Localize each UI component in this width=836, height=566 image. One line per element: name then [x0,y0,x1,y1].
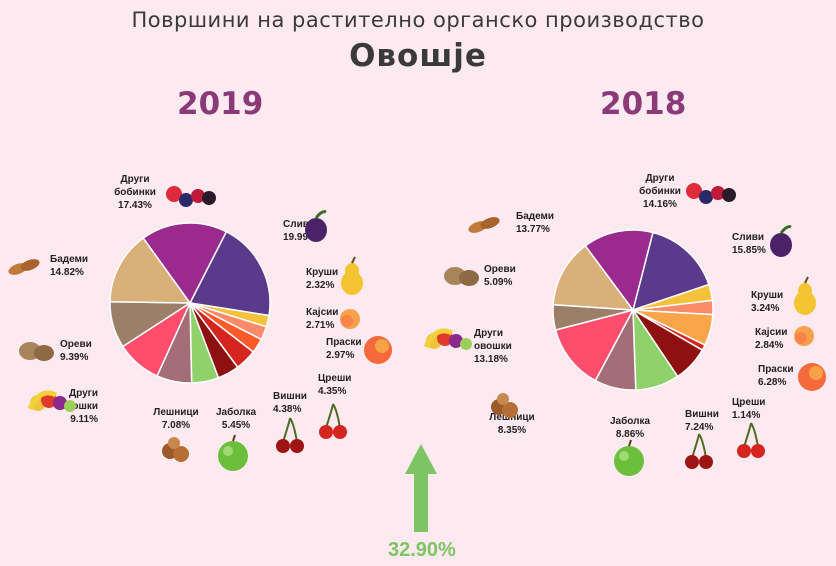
pear-icon [794,276,816,315]
slice-label-праски: Праски 2.97% [326,337,362,361]
slice-value: 6.28% [758,377,786,388]
slice-value: 5.45% [222,420,250,431]
pie-slice-други-овошки [554,308,635,382]
slice-label-кајсии: Кајсии 2.84% [755,327,787,351]
slice-value: 17.43% [118,200,152,211]
slice-value: 13.77% [516,224,550,235]
pie-slice-бадеми [552,244,635,311]
pie-slice-бадеми [109,237,192,304]
slice-value: 15.85% [732,245,766,256]
slice-label-цреши: Цреши 1.14% [732,397,765,421]
pie-slice-сливи [188,230,271,317]
slice-value: 2.84% [755,340,783,351]
change-value: 32.90% [388,539,456,561]
berries-icon [166,186,216,207]
slice-value: 4.38% [273,404,301,415]
berries-icon [686,183,736,204]
slice-label-ореви: Ореви 5.09% [484,264,516,288]
slice-label-бадеми: Бадеми 13.77% [516,211,554,235]
slice-label-кајсии: Кајсии 2.71% [306,307,338,331]
slice-value: 9.11% [70,414,98,425]
peach-icon [798,363,826,391]
slice-value: 14.82% [50,267,84,278]
fruit-basket-icon [423,328,472,350]
slice-value: 9.39% [60,352,88,363]
cherries-icon [737,422,765,458]
slice-value: 2.32% [306,280,334,291]
pie-slice-други-бобинки [142,222,228,305]
slice-label-цреши: Цреши 4.35% [318,373,351,397]
hazelnut-icon [491,393,518,418]
slice-value: 8.86% [616,429,644,440]
apricot-icon [794,326,814,346]
slice-label-други-овошки: Други овошки 9.11% [60,388,98,425]
slice-label-праски: Праски 6.28% [758,364,794,388]
slice-label-други-овошки: Други овошки 13.18% [474,328,512,365]
pie-2018 [552,229,714,391]
slice-value: 2.71% [306,320,334,331]
slice-label-вишни: Вишни 7.24% [685,409,719,433]
peach-icon [364,336,392,364]
slice-value: 2.97% [326,350,354,361]
year-2018-heading: 2018 [600,86,687,122]
slice-label-други-бобинки: Други бобинки 17.43% [114,174,156,211]
plum-icon [770,225,792,257]
almond-icon [8,259,40,275]
page-subtitle: Овошје [349,38,487,74]
slice-label-сливи: Сливи 19.99% [283,219,317,243]
year-2019-heading: 2019 [177,86,264,122]
slice-label-јаболка: Јаболка 5.45% [216,406,257,431]
slice-label-бадеми: Бадеми 14.82% [50,254,88,278]
up-arrow-icon [405,444,437,532]
slice-value: 1.14% [732,410,760,421]
slice-value: 4.35% [318,386,346,397]
pie-slice-други-бобинки [584,229,654,312]
slice-value: 3.24% [751,303,779,314]
slice-label-круши: Круши 3.24% [751,290,783,314]
walnut-icon [19,342,54,361]
sour-cherries-icon [276,417,304,453]
apple-icon [218,434,248,471]
slice-label-лешници: Лешници 7.08% [153,407,198,431]
pie-2019 [109,222,271,384]
walnut-icon [444,267,479,286]
slice-value: 5.09% [484,277,512,288]
slice-value: 14.16% [643,199,677,210]
slice-label-ореви: Ореви 9.39% [60,339,92,363]
slice-label-други-бобинки: Други бобинки 14.16% [639,173,681,210]
hazelnut-icon [162,437,189,462]
fruit-basket-icon [27,390,76,412]
sour-cherries-icon [685,433,713,469]
apricot-icon [340,309,360,329]
slice-label-јаболка: Јаболка 8.86% [610,415,651,440]
plum-icon [305,210,327,242]
slice-label-сливи: Сливи 15.85% [732,232,766,256]
slice-value: 13.18% [474,354,508,365]
page-title: Површини на растително органско производ… [131,8,705,32]
slice-value: 19.99% [283,232,317,243]
pear-icon [341,256,363,295]
slice-value: 8.35% [498,425,526,436]
slice-value: 7.08% [162,420,190,431]
cherries-icon [319,403,347,439]
almond-icon [468,217,500,233]
slice-label-вишни: Вишни 4.38% [273,391,307,415]
slice-label-круши: Круши 2.32% [306,267,338,291]
slice-value: 7.24% [685,422,713,433]
apple-icon [614,439,644,476]
